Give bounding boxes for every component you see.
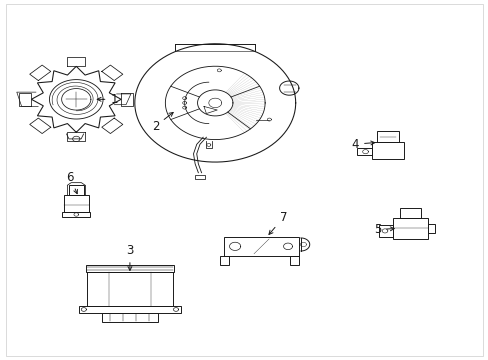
Bar [63,195,89,212]
Text: 5: 5 [373,223,393,236]
Bar [195,175,204,179]
Bar [220,256,228,265]
Text: 3: 3 [126,244,133,270]
Bar [399,208,420,218]
Text: 7: 7 [268,211,286,234]
Bar [376,131,399,142]
Bar [427,224,434,233]
Bar [68,185,84,195]
Bar [392,218,427,239]
Bar [378,225,392,237]
Bar [79,306,181,312]
Bar [224,237,299,256]
Bar [102,312,157,322]
Text: 1: 1 [97,93,118,106]
Bar [87,273,172,306]
Text: 4: 4 [351,138,374,150]
Text: 6: 6 [66,171,77,194]
Text: 2: 2 [151,112,173,133]
Bar [85,265,174,273]
Bar [290,256,299,265]
Bar [62,212,90,217]
Bar [372,142,404,159]
Bar [356,148,372,155]
